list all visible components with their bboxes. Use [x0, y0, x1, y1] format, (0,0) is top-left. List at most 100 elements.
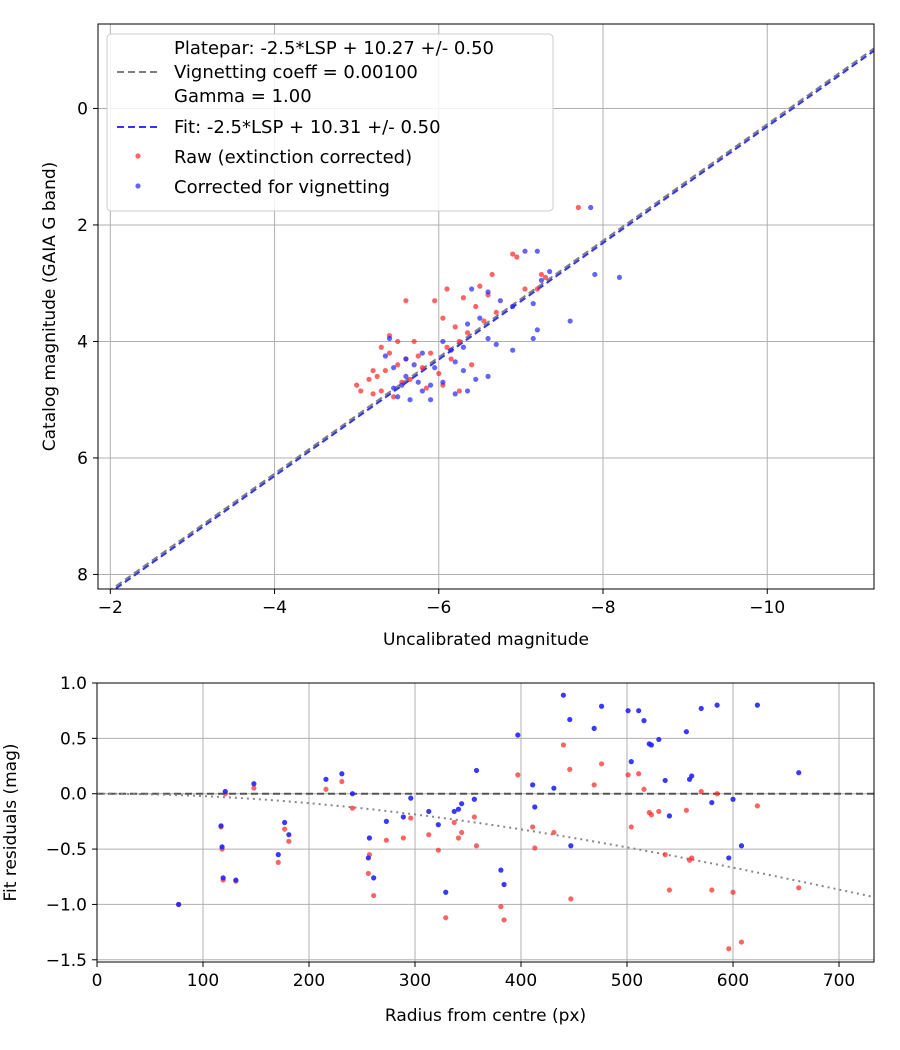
x-tick-label: 700 [823, 971, 855, 991]
residuals-x-axis-label: Radius from centre (px) [385, 1006, 586, 1026]
raw-point [510, 251, 516, 257]
raw-point [419, 365, 425, 371]
corrected-residual-point [636, 708, 642, 714]
x-tick-label: 500 [611, 971, 643, 991]
corrected-point [411, 362, 417, 368]
raw-point [358, 388, 364, 394]
raw-residual-point [648, 812, 654, 818]
corrected-residual-point [568, 843, 574, 849]
legend-label: Gamma = 1.00 [174, 86, 312, 107]
x-tick-label: 400 [505, 971, 537, 991]
residuals-ticks: 0 100 200 300 400 500 600 700 1.0 0.5 0.0 −0.5 −1.0 −… [46, 674, 856, 991]
residuals-plot: 0 100 200 300 400 500 600 700 1.0 0.5 0.0 −0.5 −1.0 −… [1, 674, 875, 1026]
corrected-residual-point [754, 702, 760, 708]
corrected-point [493, 341, 499, 347]
raw-residual-point [698, 788, 704, 795]
corrected-residual-point [349, 791, 356, 797]
y-tick-label: −0.5 [46, 840, 87, 860]
raw-residual-point [551, 829, 557, 836]
corrected-residual-point [222, 788, 228, 795]
corrected-point [382, 353, 389, 359]
raw-residual-point [286, 838, 292, 844]
raw-residual-point [451, 819, 457, 826]
corrected-residual-point [738, 843, 745, 849]
corrected-residual-point [656, 736, 662, 743]
raw-residual-point [443, 915, 449, 921]
corrected-point [510, 347, 516, 353]
raw-residual-point [683, 807, 689, 813]
x-tick-label: −10 [749, 598, 785, 618]
corrected-residual-point [426, 808, 432, 815]
raw-point [374, 373, 380, 379]
raw-point [382, 367, 389, 374]
raw-residual-point [796, 885, 802, 891]
raw-residual-point [498, 904, 504, 910]
raw-point [481, 318, 487, 324]
raw-residual-point [365, 870, 371, 877]
legend-label: Fit: -2.5*LSP + 10.31 +/- 0.50 [174, 117, 441, 138]
corrected-point [547, 268, 553, 275]
corrected-residual-point [689, 773, 695, 779]
corrected-residual-point [471, 796, 477, 802]
raw-residual-point [408, 815, 414, 821]
legend-dot-swatch [135, 153, 141, 159]
raw-residual-point [530, 824, 536, 830]
corrected-point [473, 376, 479, 382]
corrected-residual-point [530, 782, 536, 788]
x-tick-label: 200 [293, 971, 325, 991]
raw-point [460, 295, 467, 301]
raw-residual-point [459, 829, 465, 836]
corrected-residual-point [275, 852, 281, 858]
corrected-residual-point [709, 799, 715, 806]
corrected-residual-point [451, 808, 457, 815]
corrected-point [460, 367, 467, 374]
corrected-residual-point [515, 732, 521, 738]
y-tick-label: 2 [77, 216, 88, 236]
y-tick-label: −1.0 [46, 895, 87, 915]
corrected-point [448, 347, 454, 353]
corrected-residual-point [220, 875, 226, 881]
raw-residual-point [371, 892, 377, 899]
corrected-point [427, 397, 434, 403]
y-tick-label: −1.5 [46, 951, 87, 971]
corrected-point [485, 335, 491, 342]
corrected-point [399, 382, 405, 388]
corrected-residual-point [339, 771, 345, 777]
calibration-y-axis-label: Catalog magnitude (GAIA G band) [40, 162, 60, 452]
raw-residual-point [426, 832, 432, 838]
raw-point [354, 382, 360, 388]
raw-residual-point [730, 889, 736, 895]
legend-label: Platepar: -2.5*LSP + 10.27 +/- 0.50 [174, 38, 494, 59]
raw-residual-point [636, 771, 642, 777]
legend-label: Corrected for vignetting [174, 177, 390, 198]
raw-point [403, 298, 409, 304]
corrected-point [452, 391, 458, 397]
legend-label: Vignetting coeff = 0.00100 [174, 62, 418, 83]
raw-point [386, 350, 393, 356]
corrected-point [440, 338, 446, 345]
corrected-point [432, 365, 438, 371]
corrected-point [469, 286, 475, 292]
raw-point [423, 385, 430, 391]
corrected-residual-point [714, 702, 720, 708]
raw-point [395, 338, 401, 345]
corrected-residual-point [726, 855, 732, 861]
raw-residual-point [567, 766, 573, 772]
x-tick-label: 600 [717, 971, 749, 991]
corrected-residual-point [286, 832, 292, 838]
corrected-residual-point [383, 818, 389, 824]
corrected-point [567, 318, 573, 324]
corrected-residual-point [443, 889, 449, 895]
corrected-point [530, 335, 536, 342]
raw-point [473, 303, 479, 310]
raw-point [370, 391, 376, 397]
corrected-residual-point [498, 867, 504, 873]
raw-residual-point [568, 896, 574, 902]
corrected-residual-point [567, 716, 573, 723]
y-tick-label: 8 [77, 565, 88, 585]
corrected-residual-point [641, 718, 647, 724]
corrected-residual-point [233, 877, 239, 883]
raw-point [493, 309, 499, 315]
raw-residual-point [628, 824, 634, 830]
raw-residual-point [754, 803, 760, 809]
